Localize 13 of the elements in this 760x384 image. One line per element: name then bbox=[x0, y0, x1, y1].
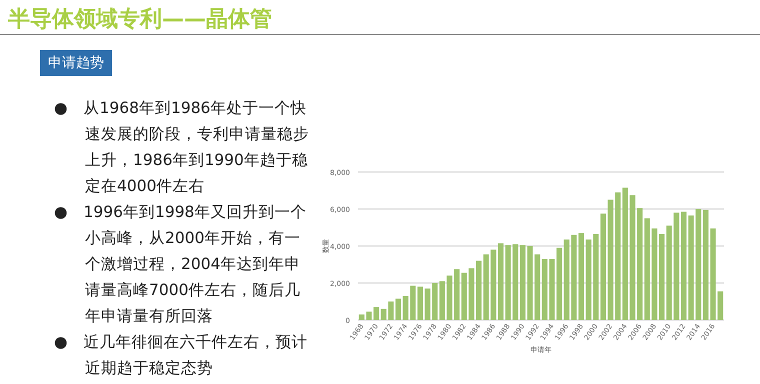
text: 半导体领域专利——晶体管 bbox=[8, 6, 272, 34]
bar bbox=[659, 234, 665, 320]
text: ● 从1968年到1986年处于一个快速发展的阶段，专利申请量稳步上升，1986年到1990年趋于稳定在4000件左右 bbox=[54, 98, 310, 197]
bar bbox=[395, 298, 402, 320]
bar bbox=[578, 233, 584, 320]
text: ● 1996年到1998年又回升到一个小高峰，从2000年开始，有一个激增过程，2004年达到年申请量高峰7000件左右，随后几年申请量有所回落 bbox=[54, 202, 308, 327]
bar bbox=[600, 214, 606, 320]
bar bbox=[680, 212, 687, 320]
bar bbox=[498, 243, 504, 320]
text: 申请趋势 bbox=[40, 50, 112, 76]
bar bbox=[476, 260, 482, 320]
bar bbox=[417, 286, 423, 320]
text: ● 近几年徘徊在六千件左右，预计近期趋于稳定态势 bbox=[54, 332, 309, 379]
